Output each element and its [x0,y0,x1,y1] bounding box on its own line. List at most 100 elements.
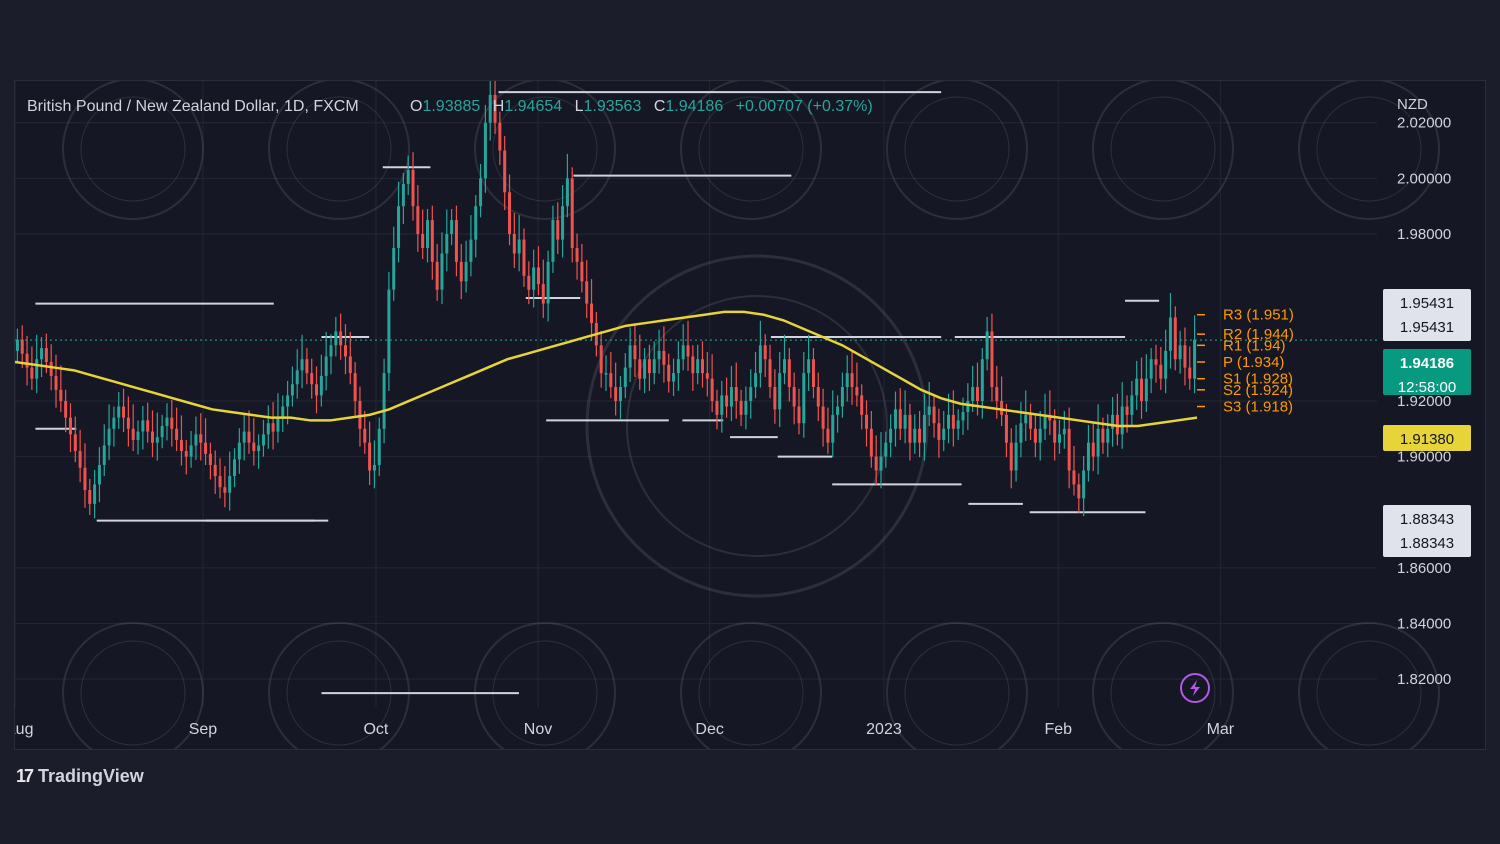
candle-body[interactable] [580,261,584,282]
candle-body[interactable] [980,359,984,401]
candle-body[interactable] [536,267,540,285]
candle-body[interactable] [78,451,82,468]
candle-body[interactable] [725,395,729,407]
candle-body[interactable] [454,220,458,262]
candle-body[interactable] [160,425,164,438]
candle-body[interactable] [348,356,352,374]
candle-body[interactable] [498,122,502,151]
candle-body[interactable] [638,359,642,379]
candle-body[interactable] [527,275,531,290]
candle-body[interactable] [204,442,208,454]
candle-body[interactable] [1135,378,1139,396]
candle-body[interactable] [1154,359,1158,365]
candle-body[interactable] [657,350,661,360]
candle-body[interactable] [421,234,425,248]
candle-body[interactable] [252,442,256,452]
candle-body[interactable] [425,220,429,248]
candle-body[interactable] [773,387,777,410]
candle-body[interactable] [213,464,217,477]
candle-body[interactable] [758,345,762,374]
candle-body[interactable] [479,178,483,207]
candle-body[interactable] [503,150,507,193]
candle-body[interactable] [975,387,979,401]
candle-body[interactable] [25,353,29,368]
candle-body[interactable] [199,434,203,443]
candle-body[interactable] [551,220,555,262]
candle-body[interactable] [768,359,772,388]
candle-body[interactable] [165,417,169,426]
candle-body[interactable] [73,434,77,452]
candle-body[interactable] [826,428,830,443]
candle-body[interactable] [903,414,907,429]
candle-body[interactable] [652,359,656,374]
candle-body[interactable] [1159,364,1163,379]
candle-body[interactable] [575,247,579,262]
candle-body[interactable] [609,373,613,388]
candle-body[interactable] [329,345,333,357]
candle-body[interactable] [855,387,859,396]
candle-body[interactable] [416,206,420,235]
candle-body[interactable] [1004,414,1008,443]
candle-body[interactable] [382,373,386,429]
candle-body[interactable] [561,206,565,240]
candle-body[interactable] [937,423,941,440]
candle-body[interactable] [522,239,526,276]
candle-body[interactable] [233,459,237,477]
candle-body[interactable] [141,420,145,432]
candle-body[interactable] [339,331,343,346]
candle-body[interactable] [387,289,391,374]
candle-body[interactable] [228,476,232,493]
moving-average-line[interactable] [15,310,1198,428]
candle-body[interactable] [488,94,492,123]
candle-body[interactable] [392,247,396,290]
candle-body[interactable] [705,373,709,379]
candle-body[interactable] [483,122,487,179]
candle-body[interactable] [831,414,835,443]
candle-body[interactable] [117,406,121,418]
candle-body[interactable] [155,437,159,443]
candle-body[interactable] [242,431,246,443]
candle-body[interactable] [922,414,926,443]
candle-body[interactable] [319,375,323,396]
candle-body[interactable] [1106,428,1110,443]
candle-body[interactable] [440,253,444,290]
candle-body[interactable] [860,395,864,415]
candle-body[interactable] [353,373,357,401]
candle-body[interactable] [131,428,135,440]
candle-body[interactable] [700,359,704,374]
candle-body[interactable] [691,356,695,374]
candle-body[interactable] [1024,414,1028,424]
candle-body[interactable] [406,170,410,184]
candle-body[interactable] [845,373,849,388]
candle-body[interactable] [223,487,227,493]
candle-body[interactable] [816,387,820,407]
candle-body[interactable] [295,370,299,385]
candle-body[interactable] [88,489,92,504]
candle-body[interactable] [397,206,401,248]
candle-body[interactable] [324,356,328,376]
candle-body[interactable] [343,345,347,357]
candle-body[interactable] [1173,317,1177,360]
candle-body[interactable] [1149,359,1153,379]
candle-body[interactable] [898,409,902,429]
candle-body[interactable] [30,367,34,379]
candle-body[interactable] [445,234,449,254]
candle-body[interactable] [170,417,174,429]
candle-body[interactable] [358,400,362,429]
candle-body[interactable] [734,387,738,401]
candle-body[interactable] [512,234,516,254]
candle-body[interactable] [879,456,883,471]
candle-body[interactable] [1019,423,1023,443]
candle-body[interactable] [585,281,589,304]
candle-body[interactable] [541,284,545,304]
candle-body[interactable] [271,423,275,432]
candle-body[interactable] [1188,367,1192,379]
candle-body[interactable] [126,417,130,429]
candle-body[interactable] [1038,428,1042,443]
candle-body[interactable] [411,170,415,207]
candle-body[interactable] [778,373,782,410]
candle-body[interactable] [257,445,261,452]
candle-body[interactable] [1067,428,1071,471]
candle-body[interactable] [372,464,376,471]
candle-body[interactable] [266,423,270,435]
